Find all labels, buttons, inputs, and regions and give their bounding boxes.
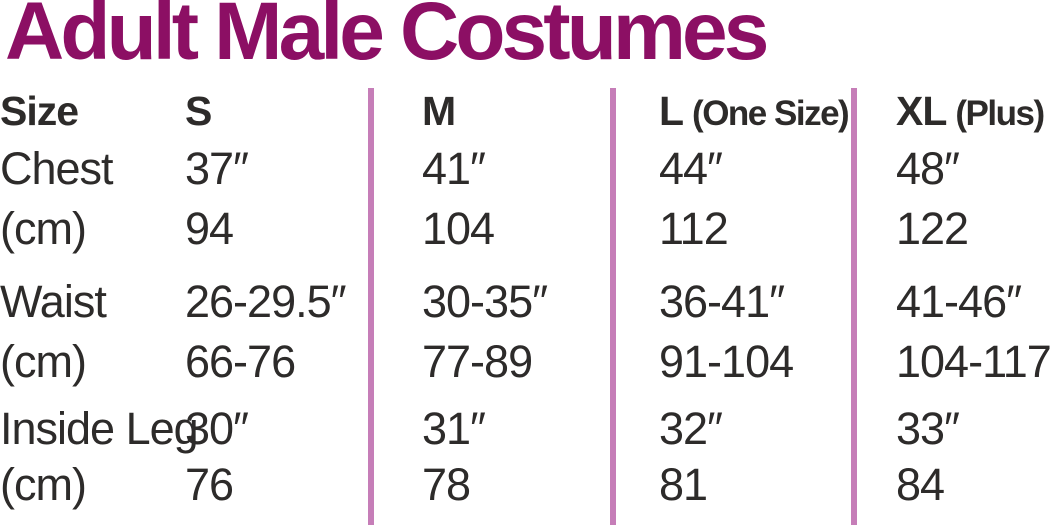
size-letter: S bbox=[185, 88, 212, 134]
value-cell: 81 bbox=[659, 459, 708, 510]
size-letter: XL bbox=[896, 88, 947, 134]
size-letter: L bbox=[659, 88, 684, 134]
header-col-l: L (One Size) bbox=[659, 88, 896, 146]
value-cell: 112 bbox=[659, 203, 729, 254]
value-cell: 36-41″ bbox=[659, 276, 785, 327]
value-cell: 26-29.5″ bbox=[185, 276, 347, 327]
size-letter: M bbox=[422, 88, 456, 134]
column-divider bbox=[851, 88, 857, 525]
value-cell: 32″ bbox=[659, 403, 723, 454]
value-cell: 122 bbox=[896, 203, 969, 254]
value-cell: 30″ bbox=[185, 403, 249, 454]
header-col-m: M bbox=[422, 88, 659, 146]
row-label: Chest bbox=[0, 143, 114, 194]
value-cell: 44″ bbox=[659, 143, 723, 194]
value-cell: 104 bbox=[422, 203, 495, 254]
value-cell: 30-35″ bbox=[422, 276, 548, 327]
page-title: Adult Male Costumes bbox=[5, 0, 769, 77]
row-label: (cm) bbox=[0, 203, 87, 254]
size-qualifier: (One Size) bbox=[692, 94, 850, 133]
value-cell: 78 bbox=[422, 459, 471, 510]
header-col-xl: XL (Plus) bbox=[896, 88, 1052, 146]
value-cell: 33″ bbox=[896, 403, 960, 454]
size-table: Size S M L (One Size) XL (Plus) Chest 37″ … bbox=[0, 88, 1052, 508]
value-cell: 94 bbox=[185, 203, 234, 254]
column-divider bbox=[610, 88, 616, 525]
value-cell: 41-46″ bbox=[896, 276, 1022, 327]
value-cell: 91-104 bbox=[659, 336, 794, 387]
value-cell: 77-89 bbox=[422, 336, 533, 387]
row-label: (cm) bbox=[0, 459, 87, 510]
row-label: Waist bbox=[0, 276, 107, 327]
size-qualifier: (Plus) bbox=[955, 94, 1045, 133]
header-col-s: S bbox=[185, 88, 422, 146]
value-cell: 37″ bbox=[185, 143, 249, 194]
column-divider bbox=[368, 88, 374, 525]
value-cell: 41″ bbox=[422, 143, 486, 194]
size-chart: Size S M L (One Size) XL (Plus) Chest 37″ … bbox=[0, 88, 1052, 525]
row-label: Inside Leg bbox=[0, 403, 199, 454]
value-cell: 48″ bbox=[896, 143, 960, 194]
value-cell: 31″ bbox=[422, 403, 486, 454]
value-cell: 76 bbox=[185, 459, 234, 510]
value-cell: 66-76 bbox=[185, 336, 296, 387]
row-label: (cm) bbox=[0, 336, 87, 387]
header-size-label: Size bbox=[0, 88, 79, 134]
value-cell: 104-117 bbox=[896, 336, 1052, 387]
value-cell: 84 bbox=[896, 459, 945, 510]
